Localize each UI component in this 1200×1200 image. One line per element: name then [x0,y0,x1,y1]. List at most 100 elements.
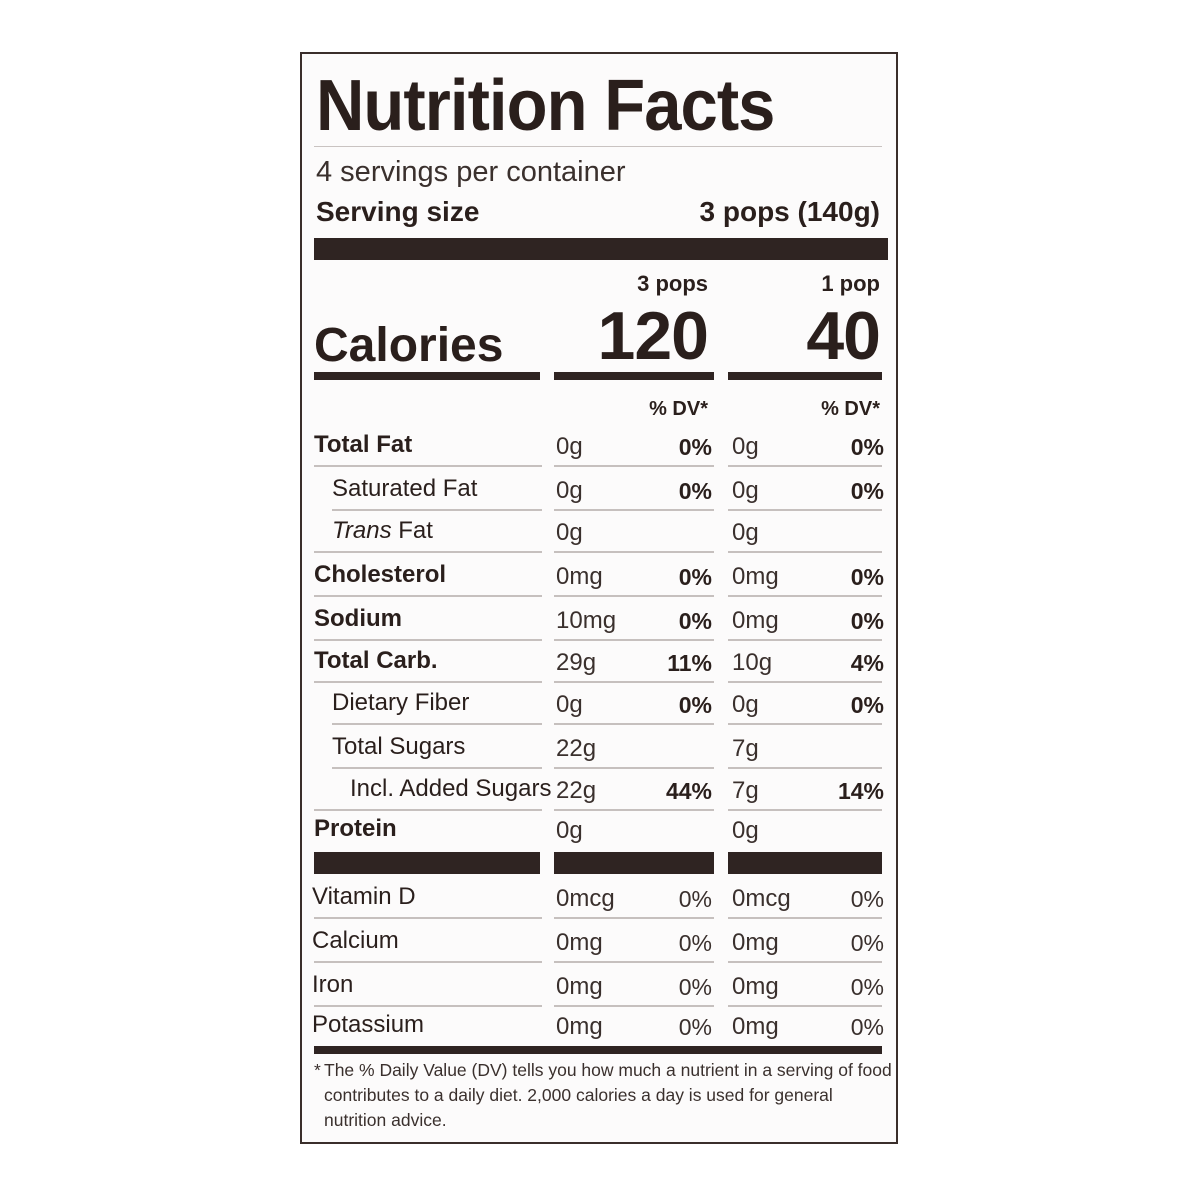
row-divider [728,681,882,683]
row-divider [728,1005,882,1007]
col1-dv: 0% [678,1014,712,1040]
title-divider [314,146,882,147]
row-divider [314,809,542,811]
row-divider [554,551,714,553]
col2-dv: 0% [850,692,884,718]
row-divider [554,961,714,963]
footnote-text: The % Daily Value (DV) tells you how muc… [324,1060,892,1130]
nutrient-row-added-sugars: Incl. Added Sugars 22g 44% 7g 14% [302,768,900,811]
col1-amount: 22g [556,777,597,804]
row-divider [554,809,714,811]
col2-amount: 0g [732,433,759,460]
col1-dv: 0% [678,692,712,718]
col1-dv: 44% [665,778,712,804]
col2-amount: 0g [732,691,759,718]
col1-amount: 22g [556,735,597,762]
col1-dv: 0% [678,886,712,912]
row-divider [554,917,714,919]
row-divider [728,551,882,553]
vitamin-name: Calcium [312,927,399,954]
nutrient-name: Incl. Added Sugars [350,775,552,802]
nutrient-row-total-fat: Total Fat 0g 0% 0g 0% [302,424,900,467]
nutrient-row-sodium: Sodium 10mg 0% 0mg 0% [302,598,900,641]
row-divider [728,509,882,511]
row-divider [554,595,714,597]
trans-suffix: Fat [391,517,433,544]
row-divider [332,767,542,769]
nutrient-name: Cholesterol [314,561,447,588]
col1-dv: 0% [678,930,712,956]
col2-calories: 40 [806,298,881,374]
col2-dv: 4% [850,650,884,676]
col2-amount: 10g [732,649,773,676]
col1-dv: 11% [667,650,712,676]
col2-dv: 0% [850,1014,884,1040]
col1-amount: 0g [556,433,583,460]
col2-dv: 0% [850,478,884,504]
col2-dv: 0% [850,930,884,956]
col1-dv: 0% [678,564,712,590]
trans-italic: Trans [332,517,392,544]
col1-dv: 0% [678,434,712,460]
thick-divider-vitamins-name [314,852,540,874]
col1-amount: 0g [556,817,583,844]
row-divider [314,465,542,467]
col1-amount: 0g [556,519,583,546]
col2-amount: 0mcg [732,885,791,912]
row-divider [554,723,714,725]
serving-size-value: 3 pops (140g) [699,196,880,227]
nutrient-name: Protein [314,815,397,842]
vitamin-name: Potassium [312,1011,425,1038]
col1-amount: 0mcg [556,885,615,912]
footnote-asterisk: * [314,1060,321,1080]
col2-dv: 0% [850,564,884,590]
nutrient-row-total-sugars: Total Sugars 22g 7g [302,726,900,769]
col2-amount: 7g [732,777,759,804]
col2-dv: 14% [837,778,884,804]
row-divider [314,551,542,553]
serving-size-label: Serving size [316,196,480,227]
row-divider [314,595,542,597]
col1-amount: 0mg [556,1013,603,1040]
col2-dv-header: % DV* [821,398,880,420]
nutrient-row-trans-fat: Trans Fat 0g 0g [302,510,900,553]
row-divider [314,1005,542,1007]
row-divider [332,723,542,725]
nutrient-name: Total Sugars [332,733,466,760]
col1-dv: 0% [678,478,712,504]
nutrition-facts-panel: Nutrition Facts 4 servings per container… [300,52,898,1144]
row-divider [554,681,714,683]
row-divider [554,1005,714,1007]
col2-dv: 0% [850,974,884,1000]
vitamin-name: Iron [312,971,354,998]
nutrient-row-saturated-fat: Saturated Fat 0g 0% 0g 0% [302,468,900,511]
nutrient-row-dietary-fiber: Dietary Fiber 0g 0% 0g 0% [302,682,900,725]
vitamin-row-calcium: Calcium 0mg 0% 0mg 0% [302,920,900,963]
row-divider [554,639,714,641]
col1-dv: 0% [678,974,712,1000]
row-divider [314,961,542,963]
row-divider [728,961,882,963]
calories-divider-col2 [728,372,882,380]
row-divider [728,595,882,597]
servings-per-container: 4 servings per container [316,156,626,188]
col2-header: 1 pop [821,271,880,296]
col2-dv: 0% [850,608,884,634]
row-divider [728,809,882,811]
col2-amount: 0g [732,477,759,504]
nutrient-name: Trans Fat [332,516,433,546]
col1-calories: 120 [597,298,709,374]
nutrient-row-protein: Protein 0g 0g [302,808,900,851]
col2-amount: 0mg [732,1013,779,1040]
calories-label: Calories [314,319,504,372]
col1-amount: 0g [556,691,583,718]
col2-dv: 0% [850,886,884,912]
col1-amount: 0g [556,477,583,504]
footnote-divider [314,1046,882,1054]
row-divider [314,681,542,683]
col2-amount: 7g [732,735,759,762]
nutrient-name: Sodium [314,605,402,632]
col1-dv-header: % DV* [649,398,708,420]
thick-divider-top [314,238,888,260]
row-divider [728,767,882,769]
